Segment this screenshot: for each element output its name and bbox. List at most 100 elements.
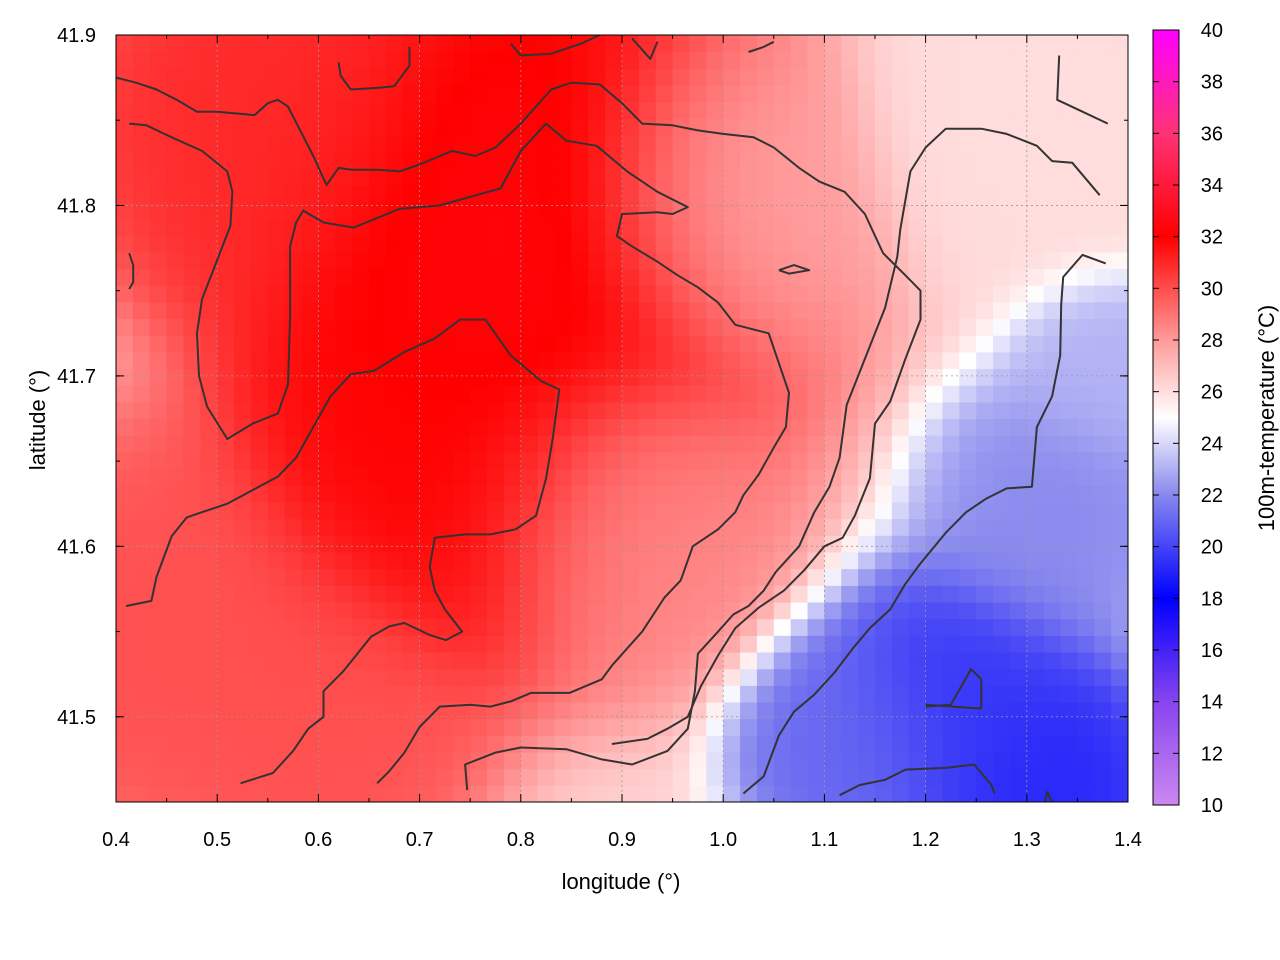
heatmap-cell <box>335 151 353 169</box>
heatmap-cell <box>318 335 336 353</box>
heatmap-cell <box>723 51 741 69</box>
heatmap-cell <box>790 201 809 220</box>
heatmap-cell <box>503 235 522 253</box>
heatmap-cell <box>1077 435 1095 453</box>
heatmap-cell <box>1077 585 1095 603</box>
heatmap-cell <box>520 85 539 103</box>
heatmap-cell <box>908 301 927 320</box>
heatmap-cell <box>453 718 471 736</box>
heatmap-cell <box>824 301 842 320</box>
heatmap-cell <box>689 635 707 653</box>
heatmap-cell <box>352 735 370 753</box>
heatmap-cell <box>824 535 842 553</box>
heatmap-cell <box>976 751 994 770</box>
heatmap-cell <box>149 35 168 53</box>
heatmap-cell <box>470 718 488 736</box>
heatmap-cell <box>166 185 185 203</box>
heatmap-cell <box>301 185 319 203</box>
heatmap-cell <box>554 701 572 720</box>
heatmap-cell <box>267 268 286 286</box>
heatmap-cell <box>301 168 319 186</box>
heatmap-cell <box>959 451 977 470</box>
heatmap-cell <box>318 618 336 636</box>
heatmap-cell <box>672 535 691 553</box>
heatmap-cell <box>419 551 438 570</box>
heatmap-cell <box>318 735 336 753</box>
heatmap-cell <box>1043 251 1062 270</box>
heatmap-cell <box>132 668 151 686</box>
heatmap-cell <box>756 735 775 753</box>
heatmap-cell <box>250 618 269 636</box>
heatmap-cell <box>436 385 454 403</box>
heatmap-cell <box>301 368 319 386</box>
heatmap-cell <box>858 101 876 119</box>
heatmap-cell <box>183 585 201 603</box>
heatmap-cell <box>132 85 151 103</box>
heatmap-cell <box>453 535 471 553</box>
heatmap-cell <box>638 768 657 786</box>
heatmap-cell <box>689 551 707 570</box>
contour-lines <box>116 35 1109 802</box>
heatmap-cell <box>942 85 960 103</box>
heatmap-cell <box>470 385 488 403</box>
heatmap-cell <box>908 718 927 736</box>
heatmap-cell <box>250 185 269 203</box>
heatmap-cell <box>756 651 775 670</box>
heatmap-cell <box>605 435 623 453</box>
heatmap-cell <box>453 618 471 636</box>
heatmap-cell <box>706 335 724 353</box>
heatmap-cell <box>588 635 606 653</box>
heatmap-cell <box>453 201 471 220</box>
heatmap-cell <box>487 301 505 320</box>
heatmap-cell <box>419 418 438 436</box>
heatmap-cell <box>1009 218 1028 236</box>
heatmap-cell <box>537 335 556 353</box>
heatmap-cell <box>166 335 185 353</box>
heatmap-cell <box>807 785 825 802</box>
heatmap-cell <box>723 785 741 802</box>
x-axis-label: longitude (°) <box>562 869 681 894</box>
heatmap-cell <box>740 468 758 486</box>
heatmap-cell <box>284 301 303 320</box>
heatmap-cell <box>1094 735 1112 753</box>
heatmap-cell <box>284 601 303 620</box>
heatmap-cell <box>402 351 421 370</box>
heatmap-cell <box>132 51 151 69</box>
heatmap-cell <box>689 351 707 370</box>
heatmap-cell <box>993 151 1011 169</box>
heatmap-cell <box>976 518 994 536</box>
heatmap-cell <box>723 568 741 586</box>
heatmap-cell <box>149 568 168 586</box>
heatmap-cell <box>1043 285 1062 303</box>
heatmap-cell <box>638 268 657 286</box>
heatmap-cell <box>520 401 539 420</box>
heatmap-cell <box>183 468 201 486</box>
heatmap-cell <box>655 601 674 620</box>
heatmap-cell <box>520 35 539 53</box>
heatmap-cell <box>453 268 471 286</box>
heatmap-cell <box>976 368 994 386</box>
heatmap-cell <box>1077 68 1095 86</box>
heatmap-cell <box>217 151 235 169</box>
heatmap-cell <box>503 768 522 786</box>
colorbar-tick-label: 10 <box>1201 795 1223 817</box>
heatmap-cell <box>942 551 960 570</box>
heatmap-cell <box>149 118 168 136</box>
heatmap-cell <box>858 235 876 253</box>
heatmap-cell <box>740 518 758 536</box>
heatmap-cell <box>1009 435 1028 453</box>
heatmap-cell <box>369 551 387 570</box>
heatmap-cell <box>217 535 235 553</box>
heatmap-cell <box>908 551 927 570</box>
heatmap-cell <box>655 118 674 136</box>
heatmap-cell <box>908 168 927 186</box>
heatmap-cell <box>402 251 421 270</box>
heatmap-cell <box>335 335 353 353</box>
heatmap-cell <box>487 318 505 336</box>
heatmap-cell <box>655 101 674 119</box>
heatmap-cell <box>503 701 522 720</box>
heatmap-cell <box>723 651 741 670</box>
heatmap-cell <box>1111 235 1128 253</box>
heatmap-cell <box>571 751 589 770</box>
heatmap-cell <box>1094 601 1112 620</box>
